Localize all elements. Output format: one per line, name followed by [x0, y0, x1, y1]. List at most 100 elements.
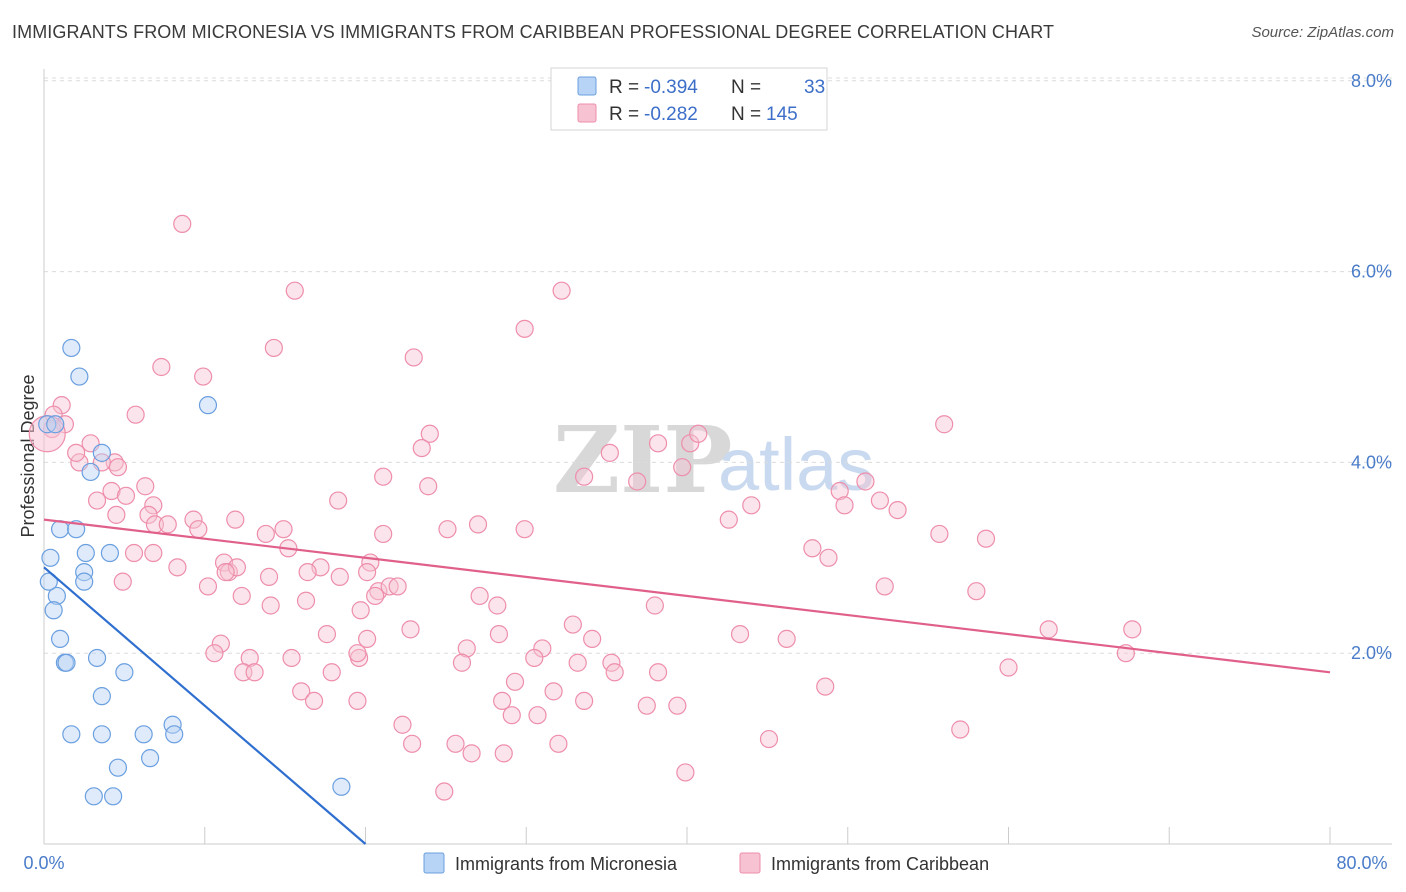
data-point	[404, 348, 423, 367]
data-point	[87, 648, 107, 668]
data-point	[205, 644, 224, 663]
data-point	[264, 338, 283, 358]
data-point	[830, 481, 849, 501]
data-point	[168, 558, 187, 577]
data-point	[494, 744, 513, 763]
data-point	[144, 543, 163, 563]
data-point	[777, 629, 796, 648]
data-point	[50, 629, 70, 648]
data-point	[348, 691, 367, 711]
data-point	[816, 677, 835, 696]
micronesia-trend-line	[43, 566, 367, 845]
data-point	[552, 281, 571, 300]
watermark: ZIP atlas	[553, 406, 874, 514]
caribbean-points	[28, 214, 1142, 801]
data-point	[139, 505, 158, 524]
data-point	[92, 725, 111, 744]
caribbean-n-value: 145	[766, 104, 798, 125]
caribbean-series-swatch	[739, 852, 761, 874]
data-point	[403, 734, 422, 753]
data-point	[648, 663, 668, 682]
data-point	[742, 496, 761, 515]
data-point	[330, 567, 349, 586]
micronesia-series-label: Immigrants from Micronesia	[455, 854, 678, 874]
micronesia-series-swatch	[423, 852, 445, 874]
chart-title: IMMIGRANTS FROM MICRONESIA VS IMMIGRANTS…	[12, 22, 1055, 42]
data-point	[92, 687, 111, 706]
data-point	[374, 524, 393, 544]
data-point	[358, 629, 377, 648]
data-point	[274, 520, 293, 539]
data-point	[165, 725, 184, 744]
data-point	[62, 338, 81, 358]
data-point	[76, 543, 95, 563]
data-point	[282, 648, 301, 668]
data-point	[420, 424, 439, 443]
data-point	[502, 706, 521, 725]
data-point	[75, 572, 94, 591]
data-point	[489, 625, 509, 644]
data-point	[935, 415, 954, 434]
data-point	[136, 477, 155, 496]
data-point	[245, 663, 264, 682]
data-point	[158, 515, 177, 534]
data-point	[951, 720, 970, 739]
y-axis-tick-labels: 2.0% 4.0% 6.0% 8.0%	[1351, 71, 1392, 663]
data-point	[600, 443, 619, 462]
data-point	[668, 696, 687, 715]
data-point	[468, 515, 488, 534]
data-point	[108, 758, 128, 777]
data-point	[505, 672, 525, 691]
data-point	[216, 563, 235, 582]
data-point	[140, 749, 160, 768]
data-point	[462, 744, 481, 763]
data-point	[173, 214, 192, 233]
stats-legend: R = -0.394 N = 33 R = -0.282 N = 145	[550, 67, 828, 131]
data-point	[261, 596, 280, 615]
data-point	[835, 496, 854, 515]
data-point	[637, 696, 656, 715]
data-point	[292, 682, 311, 701]
data-point	[393, 715, 412, 734]
data-point	[84, 787, 103, 806]
data-point	[304, 691, 324, 711]
data-point	[1039, 620, 1058, 639]
y-tick-label: 8.0%	[1351, 71, 1392, 91]
data-point	[152, 357, 171, 377]
data-point	[819, 548, 838, 567]
data-point	[296, 591, 316, 610]
data-point	[329, 491, 348, 510]
data-point	[226, 510, 245, 529]
data-point	[446, 734, 465, 753]
data-point	[401, 620, 420, 639]
data-point	[126, 405, 145, 424]
data-point	[419, 477, 438, 496]
data-point	[81, 462, 100, 482]
data-point	[452, 653, 472, 672]
data-point	[412, 438, 431, 458]
data-point	[648, 434, 668, 453]
data-point	[351, 601, 370, 620]
data-point	[124, 543, 144, 563]
micronesia-points	[38, 338, 351, 806]
stats-legend-box	[550, 67, 828, 131]
data-point	[47, 586, 66, 606]
data-point	[438, 520, 457, 539]
data-point	[930, 524, 949, 544]
data-point	[470, 586, 489, 606]
data-point	[108, 458, 128, 477]
grid-lines	[44, 77, 1392, 654]
data-point	[435, 782, 454, 801]
data-point	[628, 472, 647, 491]
data-point	[1123, 620, 1142, 639]
micronesia-n-value: 33	[804, 77, 825, 98]
data-point	[366, 586, 385, 606]
data-point	[719, 510, 738, 529]
data-point	[999, 658, 1018, 677]
data-point	[645, 596, 664, 615]
x-tick-label-min: 0.0%	[23, 853, 64, 873]
data-point	[259, 567, 279, 586]
y-axis-label: Professional Degree	[18, 374, 38, 537]
caribbean-trend-line	[43, 518, 1331, 674]
data-point	[107, 505, 126, 524]
